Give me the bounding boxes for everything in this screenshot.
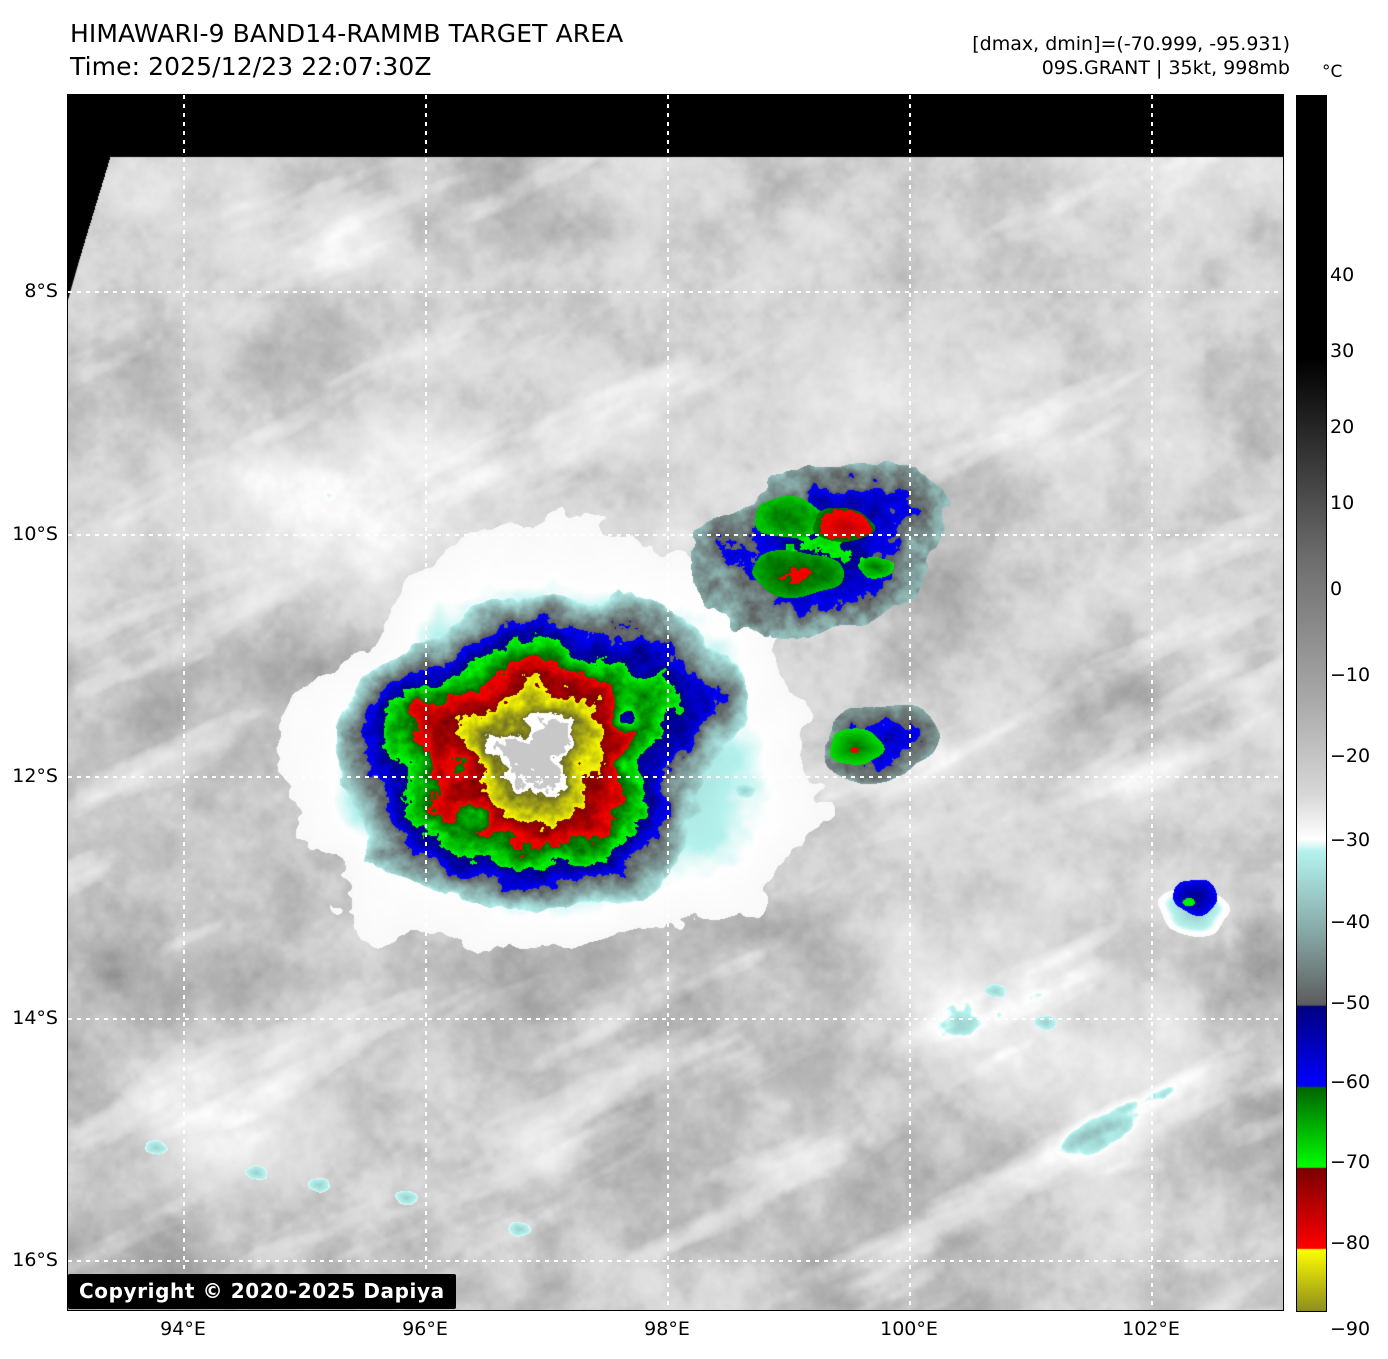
colorbar-tick-2: 20 <box>1330 416 1355 438</box>
colorbar-tick-4: 0 <box>1330 578 1343 600</box>
colorbar-tick-1: 30 <box>1330 340 1355 362</box>
x-tick-label-4: 102°E <box>1122 1318 1180 1340</box>
gridline-horizontal-4 <box>68 1260 1283 1262</box>
satellite-image-plot[interactable] <box>68 95 1283 1310</box>
gridline-vertical-0 <box>183 95 185 1310</box>
colorbar-tick-3: 10 <box>1330 492 1355 514</box>
gridline-horizontal-0 <box>68 291 1283 293</box>
header-right: [dmax, dmin]=(-70.999, -95.931) 09S.GRAN… <box>972 32 1290 81</box>
x-tick-label-3: 100°E <box>880 1318 938 1340</box>
x-tick-label-1: 96°E <box>402 1318 448 1340</box>
colorbar-tick-6: −20 <box>1330 745 1371 767</box>
colorbar-tick-0: 40 <box>1330 264 1355 286</box>
copyright-banner: Copyright © 2020-2025 Dapiya <box>68 1274 456 1309</box>
colorbar-tick-5: −10 <box>1330 664 1371 686</box>
colorbar-tick-7: −30 <box>1330 829 1371 851</box>
colorbar-tick-12: −80 <box>1330 1232 1371 1254</box>
page-title: HIMAWARI-9 BAND14-RAMMB TARGET AREA <box>70 19 624 48</box>
colorbar[interactable] <box>1296 95 1327 1312</box>
header-left: HIMAWARI-9 BAND14-RAMMB TARGET AREA Time… <box>70 18 623 83</box>
colorbar-unit-label: °C <box>1322 62 1343 82</box>
colorbar-tick-8: −40 <box>1330 911 1371 933</box>
y-tick-label-1: 10°S <box>12 523 58 545</box>
x-tick-label-0: 94°E <box>160 1318 206 1340</box>
y-tick-label-2: 12°S <box>12 765 58 787</box>
colorbar-tick-11: −70 <box>1330 1151 1371 1173</box>
x-tick-label-2: 98°E <box>644 1318 690 1340</box>
colorbar-tick-9: −50 <box>1330 992 1371 1014</box>
gridline-horizontal-1 <box>68 534 1283 536</box>
y-tick-label-4: 16°S <box>12 1249 58 1271</box>
gridline-vertical-2 <box>667 95 669 1310</box>
storm-readout: 09S.GRANT | 35kt, 998mb <box>1041 57 1290 80</box>
gridline-vertical-3 <box>909 95 911 1310</box>
timestamp: Time: 2025/12/23 22:07:30Z <box>70 51 432 81</box>
colorbar-tick-13: −90 <box>1330 1318 1371 1340</box>
gridline-horizontal-2 <box>68 776 1283 778</box>
gridline-vertical-1 <box>425 95 427 1310</box>
colorbar-gradient <box>1296 95 1327 1312</box>
dminmax-readout: [dmax, dmin]=(-70.999, -95.931) <box>972 33 1290 55</box>
infrared-raster <box>68 95 1283 1310</box>
y-tick-label-0: 8°S <box>24 280 58 302</box>
y-tick-label-3: 14°S <box>12 1007 58 1029</box>
gridline-vertical-4 <box>1151 95 1153 1310</box>
colorbar-tick-10: −60 <box>1330 1071 1371 1093</box>
gridline-horizontal-3 <box>68 1018 1283 1020</box>
